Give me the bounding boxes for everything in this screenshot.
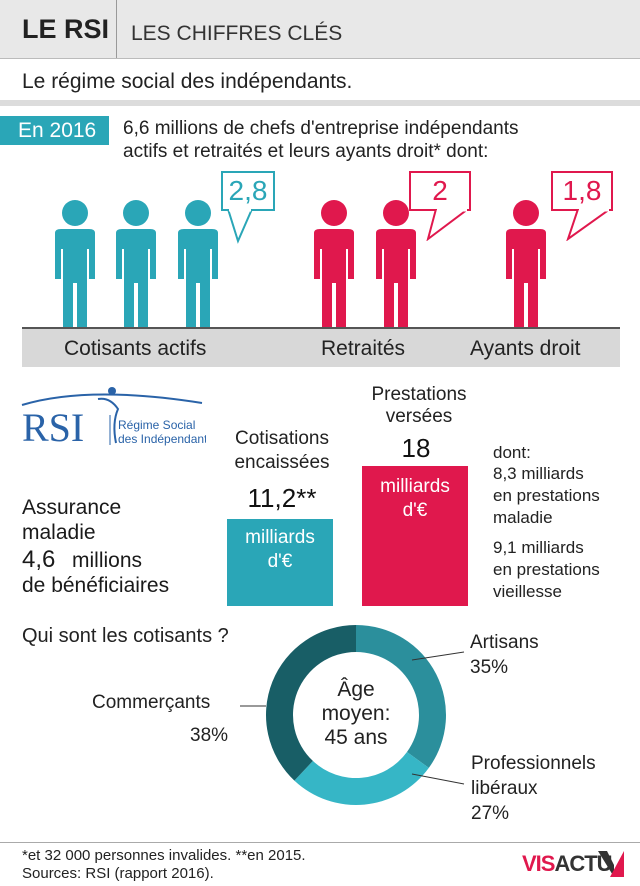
visactu-mark-icon xyxy=(598,851,624,877)
maladie-line-2: maladie xyxy=(22,521,96,544)
person-icon-ayants-1 xyxy=(506,200,546,327)
footer-source: Sources: RSI (rapport 2016). xyxy=(22,865,214,882)
subtitle: Le régime social des indépendants. xyxy=(22,70,353,93)
bar-2-unit-2: d'€ xyxy=(402,500,428,521)
logo-line-2: des Indépendants xyxy=(118,432,206,446)
bubble-tail-retraites xyxy=(426,209,470,241)
logo-wordmark: RSI xyxy=(22,405,84,450)
person-icon-cotisants-3 xyxy=(178,200,218,327)
people-ground-bar xyxy=(22,327,620,367)
person-icon-retraites-2 xyxy=(376,200,416,327)
label-retraites: Retraités xyxy=(321,337,406,360)
breakdown-1-line-3: maladie xyxy=(493,508,553,527)
breakdown-2-line-2: en prestations xyxy=(493,560,600,579)
donut-center-line-1: Âge xyxy=(337,678,374,701)
person-icon-retraites-1 xyxy=(314,200,354,327)
rsi-logo: RSI Régime Social des Indépendants xyxy=(21,387,206,450)
breakdown-title: dont: xyxy=(493,443,531,462)
label-ayants-droit: Ayants droit xyxy=(470,337,581,360)
slice-label-liberaux-2: libéraux xyxy=(471,778,538,799)
bar-2-unit-1: milliards xyxy=(380,476,450,497)
slice-label-commercants: Commerçants xyxy=(92,692,211,713)
leader-line-artisans xyxy=(411,651,465,661)
person-icon-cotisants-1 xyxy=(55,200,95,327)
bubble-tail-ayants xyxy=(566,209,612,241)
brand-title: LE RSI xyxy=(22,14,110,44)
donut-slice-artisans xyxy=(356,625,447,768)
visactu-vis: VIS xyxy=(522,851,555,876)
leader-line-liberaux xyxy=(411,773,465,785)
slice-value-commercants: 38% xyxy=(190,725,229,746)
label-cotisants-actifs: Cotisants actifs xyxy=(64,337,207,360)
donut-slice-commercants xyxy=(266,625,356,781)
bubble-cotisants: 2,8 xyxy=(221,171,275,211)
header-rule xyxy=(0,58,640,59)
header-title: LES CHIFFRES CLÉS xyxy=(131,22,343,45)
bar-1-unit-1: milliards xyxy=(245,527,315,548)
breakdown-1-line-1: 8,3 milliards xyxy=(493,464,584,483)
logo-line-1: Régime Social xyxy=(118,418,195,432)
year-badge: En 2016 xyxy=(0,116,109,145)
maladie-line-3: de bénéficiaires xyxy=(22,574,170,597)
maladie-number: 4,6 xyxy=(22,546,56,573)
slice-value-artisans: 35% xyxy=(470,657,509,678)
donut-slice-liberaux xyxy=(294,752,429,805)
donut-center-line-2: moyen: xyxy=(322,702,391,725)
slice-label-artisans: Artisans xyxy=(470,632,539,653)
bar-prestations: milliards d'€ xyxy=(362,466,468,606)
bar-2-title-line-2: versées xyxy=(385,406,453,427)
subtitle-bar xyxy=(0,100,640,106)
slice-value-liberaux: 27% xyxy=(471,803,510,824)
header-band xyxy=(0,0,640,58)
person-icon-cotisants-2 xyxy=(116,200,156,327)
maladie-line-1: Assurance xyxy=(22,496,122,519)
breakdown-2-line-3: vieillesse xyxy=(493,582,562,601)
intro-line-2: actifs et retraités et leurs ayants droi… xyxy=(123,141,489,162)
bar-cotisations: milliards d'€ xyxy=(227,519,333,606)
intro-line-1: 6,6 millions de chefs d'entreprise indép… xyxy=(123,118,519,139)
footer-note: *et 32 000 personnes invalides. **en 201… xyxy=(22,847,306,864)
breakdown-1-line-2: en prestations xyxy=(493,486,600,505)
bar-1-title-line-1: Cotisations xyxy=(235,428,329,449)
footer-rule xyxy=(0,842,640,843)
bar-2-title-line-1: Prestations xyxy=(371,384,467,405)
maladie-unit: millions xyxy=(72,549,143,572)
donut-title: Qui sont les cotisants ? xyxy=(22,625,229,647)
bar-1-value-label: 11,2** xyxy=(247,483,317,513)
header-divider xyxy=(116,0,117,58)
donut-center-line-3: 45 ans xyxy=(324,726,387,749)
bar-2-value-label: 18 xyxy=(401,433,431,463)
slice-label-liberaux-1: Professionnels xyxy=(471,753,596,774)
bar-1-unit-2: d'€ xyxy=(267,551,293,572)
bar-1-title-line-2: encaissées xyxy=(234,452,330,473)
bubble-tail-cotisants xyxy=(226,209,254,244)
breakdown-2-line-1: 9,1 milliards xyxy=(493,538,584,557)
